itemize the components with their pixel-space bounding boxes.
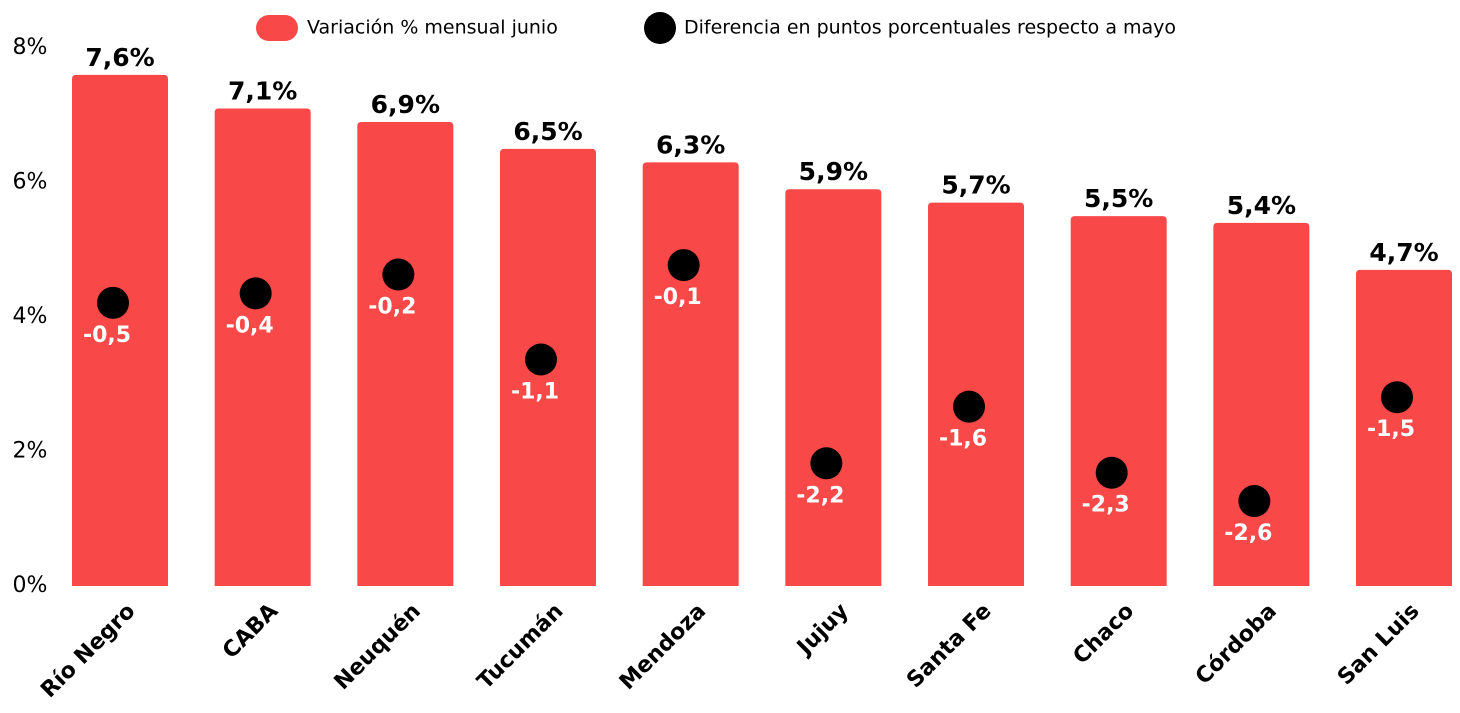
bar — [785, 189, 882, 586]
x-tick-label: Chaco — [1069, 599, 1140, 670]
x-tick-label: CABA — [218, 599, 283, 664]
y-tick-label: 2% — [13, 439, 48, 464]
bar — [642, 162, 739, 586]
dot — [1381, 381, 1414, 414]
dot-label: -2,6 — [1224, 521, 1272, 546]
dot-label: -0,4 — [226, 313, 274, 338]
dot — [810, 447, 843, 480]
dot — [97, 286, 129, 319]
x-tick-label: Jujuy — [791, 599, 854, 662]
dot — [953, 390, 986, 423]
y-tick-label: 4% — [13, 304, 48, 329]
x-tick-label: Tucumán — [473, 599, 569, 695]
x-tick-label: Mendoza — [615, 599, 711, 695]
dot-label: -1,1 — [511, 379, 559, 404]
value-label: 6,3% — [656, 130, 725, 159]
dot — [382, 258, 415, 291]
x-tick-label: Santa Fe — [902, 599, 996, 693]
value-label: 7,6% — [85, 43, 154, 72]
bar — [1213, 222, 1310, 586]
value-label: 5,4% — [1227, 191, 1296, 220]
bar — [1356, 269, 1453, 586]
dot — [239, 277, 272, 310]
dot-label: -1,5 — [1367, 417, 1415, 442]
legend-swatch — [256, 15, 298, 41]
value-label: 6,5% — [513, 117, 582, 146]
bar — [357, 121, 454, 586]
dot-label: -0,1 — [654, 285, 702, 310]
x-tick-label: Córdoba — [1191, 599, 1282, 690]
dot-label: -0,5 — [83, 323, 131, 348]
legend-label: Variación % mensual junio — [307, 17, 558, 39]
dot-label: -2,3 — [1082, 493, 1130, 518]
dot-label: -1,6 — [939, 427, 987, 452]
legend-label: Diferencia en puntos porcentuales respec… — [684, 17, 1176, 39]
legend-swatch — [644, 12, 676, 44]
value-label: 6,9% — [371, 90, 440, 119]
value-label: 4,7% — [1369, 238, 1438, 267]
y-tick-label: 6% — [13, 170, 48, 195]
x-tick-label: San Luis — [1333, 599, 1424, 690]
value-label: 5,7% — [941, 171, 1010, 200]
bar — [214, 108, 311, 587]
value-label: 5,5% — [1084, 184, 1153, 213]
bar — [72, 74, 168, 587]
y-tick-label: 8% — [13, 35, 48, 60]
dot — [525, 343, 558, 376]
x-tick-label: Río Negro — [36, 599, 140, 703]
y-tick-label: 0% — [13, 573, 48, 598]
value-label: 7,1% — [228, 77, 297, 106]
dot — [1238, 485, 1271, 518]
dot-label: -0,2 — [368, 295, 416, 320]
bar — [1070, 216, 1167, 586]
dot — [667, 249, 700, 282]
x-tick-label: Neuquén — [330, 599, 426, 695]
dot — [1095, 456, 1128, 489]
dot-label: -2,2 — [796, 483, 844, 508]
value-label: 5,9% — [799, 157, 868, 186]
